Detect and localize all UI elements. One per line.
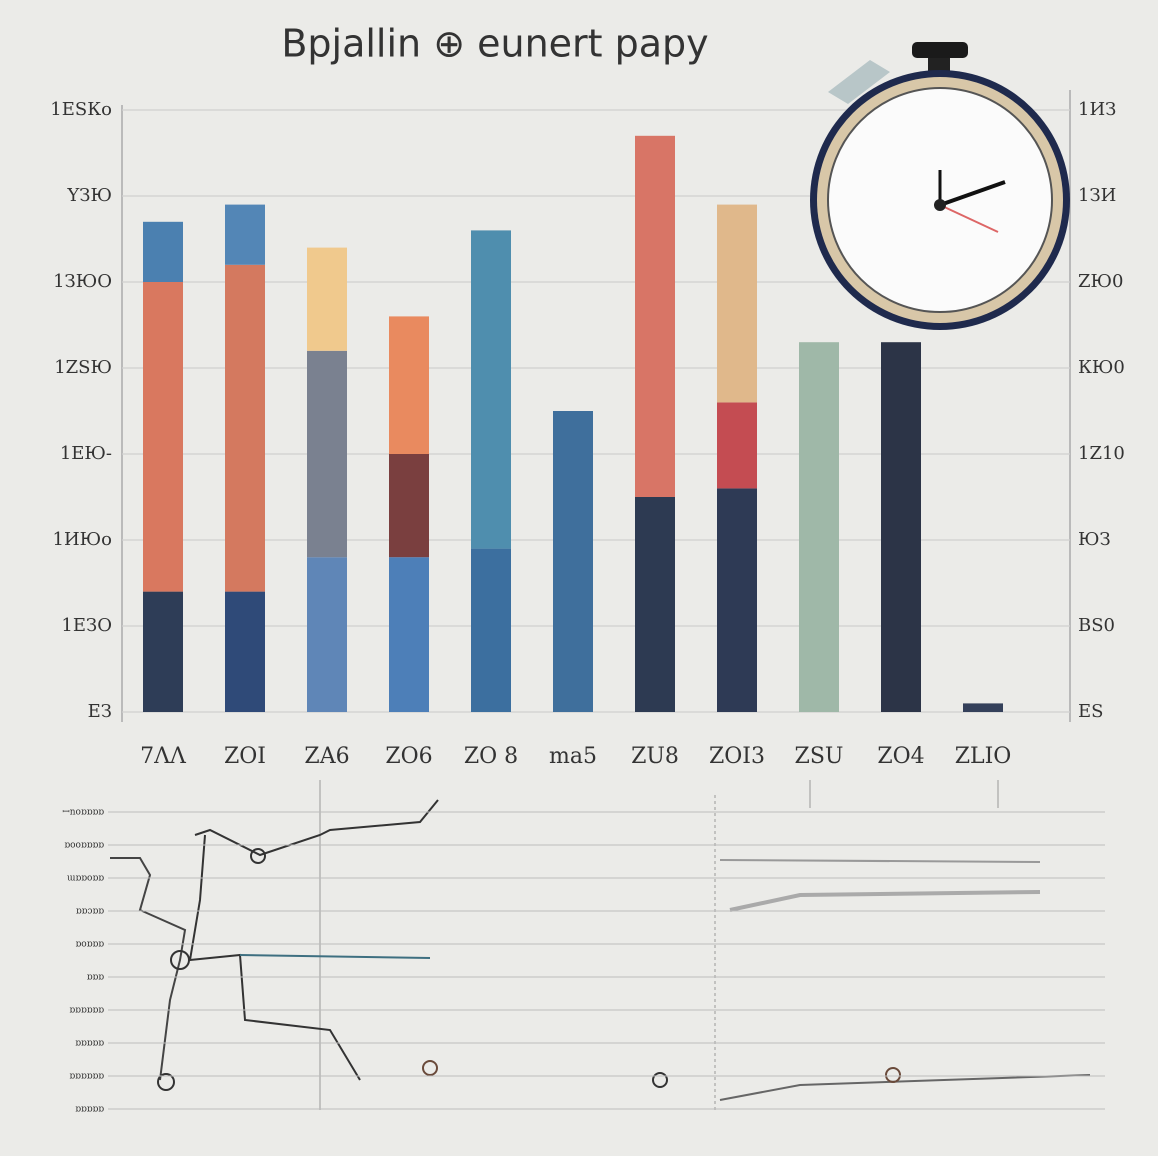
watch-pin — [934, 199, 946, 211]
bar-segment — [225, 204, 265, 265]
bar-segment — [881, 342, 921, 712]
sketch-dot — [422, 1060, 438, 1076]
x-tick-label: 7ΛΛ — [140, 744, 187, 769]
y2-tick-label: ЮЗ — [1078, 529, 1111, 550]
y-tick-label: 1ZЅЮ — [54, 357, 112, 378]
row-label: ɒɒɒɒɒɒ — [69, 1006, 104, 1016]
bar-segment — [307, 557, 347, 712]
x-tick-label: ZO4 — [877, 744, 924, 769]
sketch-dot — [885, 1067, 901, 1083]
bar-segment — [717, 402, 757, 489]
sketch-dot — [157, 1073, 175, 1091]
bar-segment — [553, 411, 593, 712]
bar-segment — [225, 264, 265, 592]
lower-panel: ꟷnoɒɒɒɒɒooɒɒɒɒɯɒɒoɒɒɒɒɔɒɒɒoɒɒɒɒɒɒɒɒɒɒɒɒɒ… — [62, 780, 1105, 1115]
row-label: ɯɒɒoɒɒ — [67, 874, 104, 884]
sketch-line — [239, 954, 431, 959]
y2-tick-label: КЮ0 — [1078, 357, 1125, 378]
watch-hand — [939, 204, 999, 233]
bar-segment — [143, 282, 183, 592]
x-tick-label: ZOI — [224, 744, 266, 769]
y-tick-label: 1ЕЅКо — [50, 99, 112, 120]
row-label: ꟷnoɒɒɒɒ — [62, 808, 104, 818]
row-label: ɒɒɔɒɒ — [76, 907, 104, 917]
watch-lever — [828, 60, 890, 104]
x-tick-label: ZU8 — [631, 744, 679, 769]
bar-segment — [717, 488, 757, 712]
bar-segment — [799, 342, 839, 712]
bar-segment — [143, 221, 183, 282]
bar-segment — [307, 350, 347, 558]
stopwatch — [810, 42, 1070, 330]
bar-segment — [389, 454, 429, 558]
sketch-dot — [250, 848, 266, 864]
chart-title: Bpjallin ⊕ eunert papy — [281, 22, 708, 66]
y2-tick-label: 1ИЗ — [1078, 99, 1116, 120]
sketch-dot — [652, 1072, 668, 1088]
row-label: ɒɒɒɒɒ — [75, 1039, 104, 1049]
y-tick-label: 1ЗЮО — [53, 271, 112, 292]
x-tick-label: ZO 8 — [464, 744, 518, 769]
bar-segment — [635, 135, 675, 498]
row-label: ɒɒɒɒɒ — [75, 1105, 104, 1115]
sketch-line — [719, 1074, 1091, 1101]
y2-tick-label: ZЮ0 — [1078, 271, 1123, 292]
sketch-line — [194, 799, 439, 857]
sketch-line — [110, 857, 187, 1081]
bar-segment — [225, 591, 265, 712]
bar-segment — [307, 247, 347, 351]
x-tick-label: ZA6 — [304, 744, 349, 769]
row-label: ɒɒɒ — [87, 973, 105, 983]
bar-segment — [389, 316, 429, 454]
watch-hand — [939, 180, 1006, 207]
y-tick-label: 1ЕЮ- — [60, 443, 112, 464]
x-tick-label: ZSU — [795, 744, 844, 769]
row-label: ɒooɒɒɒɒ — [64, 841, 104, 851]
sketch-line — [719, 859, 1041, 863]
sketch-line — [729, 890, 1041, 912]
y-tick-label: ЕЗ — [88, 701, 112, 722]
y2-tick-label: ВЅ0 — [1078, 615, 1115, 636]
y-tick-label: 1ИЮо — [53, 529, 112, 550]
y-tick-label: 1ЕЗO — [61, 615, 112, 636]
y2-tick-label: ЕЅ — [1078, 701, 1103, 722]
bar-segment — [143, 591, 183, 712]
bar-segment — [471, 230, 511, 549]
bar-segment — [471, 548, 511, 712]
x-tick-label: ZLIO — [955, 744, 1012, 769]
bar-segment — [963, 703, 1003, 712]
bar-segment — [635, 497, 675, 712]
y-tick-label: ҮЗЮ — [66, 185, 112, 206]
plot: ЕЗ 1ЕЗO 1ИЮо 1ЕЮ- 1ZЅЮ 1ЗЮО ҮЗЮ 1ЕЅКо ЕЅ ВЅ0 ЮЗ 1Z1… — [50, 99, 1125, 769]
row-label: ɒɒɒɒɒɒ — [69, 1072, 104, 1082]
watch-button — [912, 42, 968, 58]
bar-segment — [717, 204, 757, 403]
x-tick-label: ZO6 — [385, 744, 432, 769]
y2-tick-label: 1ЗИ — [1078, 185, 1116, 206]
bar-segment — [389, 557, 429, 712]
x-tick-label: ma5 — [549, 744, 597, 769]
y2-tick-label: 1Z10 — [1078, 443, 1125, 464]
x-tick-label: ZOI3 — [709, 744, 765, 769]
row-label: ɒoɒɒɒ — [76, 940, 105, 950]
sketch-dot — [170, 950, 190, 970]
